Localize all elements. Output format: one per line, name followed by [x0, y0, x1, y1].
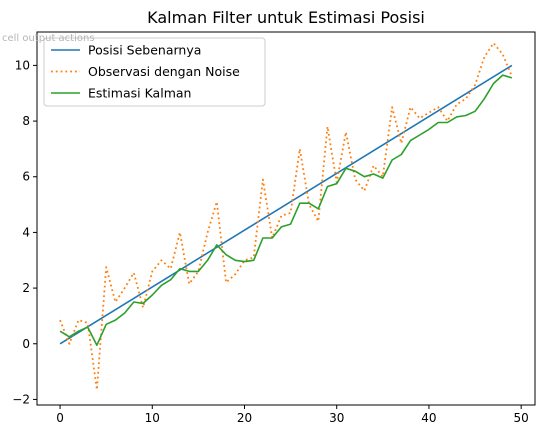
series-line-observasi-dengan-noise: [59, 42, 513, 391]
legend-label-observasi-dengan-noise: Observasi dengan Noise: [88, 64, 240, 79]
x-tick-label: 30: [329, 411, 344, 425]
series-line-estimasi-kalman: [59, 74, 513, 347]
y-tick-label: 8: [22, 114, 30, 128]
y-tick-label: 10: [15, 58, 30, 72]
series-line-posisi-sebenarnya: [59, 64, 513, 345]
x-tick-label: 10: [145, 411, 160, 425]
x-tick-label: 20: [237, 411, 252, 425]
legend: Posisi Sebenarnya Observasi dengan Noise E…: [43, 37, 266, 107]
y-tick-label: 6: [22, 170, 30, 184]
x-tick-label: 50: [514, 411, 529, 425]
y-tick-label: 0: [22, 337, 30, 351]
legend-label-posisi-sebenarnya: Posisi Sebenarnya: [88, 43, 201, 58]
axes-frame: [36, 31, 536, 406]
y-tick-label: 4: [22, 225, 30, 239]
legend-box: [43, 37, 266, 107]
cell-output-actions-label[interactable]: cell output actions: [2, 33, 95, 44]
x-tick-label: 0: [56, 411, 64, 425]
chart-title: Kalman Filter untuk Estimasi Posisi: [147, 8, 425, 27]
axis-ticks: 0 10 20 30 40 50 −2 0 2 4 6 8 10: [12, 58, 529, 425]
legend-label-estimasi-kalman: Estimasi Kalman: [88, 86, 191, 101]
series-lines: [59, 42, 513, 391]
y-tick-label: 2: [22, 281, 30, 295]
y-tick-label: −2: [12, 392, 30, 406]
x-tick-label: 40: [421, 411, 436, 425]
